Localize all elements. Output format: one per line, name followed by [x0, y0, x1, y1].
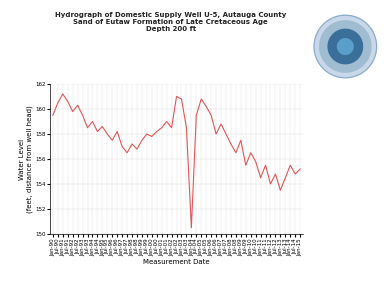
- Polygon shape: [314, 15, 377, 78]
- Y-axis label: Water Level
(feet, distance from well head): Water Level (feet, distance from well he…: [19, 105, 33, 213]
- Polygon shape: [338, 39, 353, 54]
- Polygon shape: [320, 21, 371, 72]
- X-axis label: Measurement Date: Measurement Date: [143, 259, 210, 265]
- Polygon shape: [328, 29, 362, 64]
- Text: Hydrograph of Domestic Supply Well U-5, Autauga County
Sand of Eutaw Formation o: Hydrograph of Domestic Supply Well U-5, …: [55, 12, 286, 32]
